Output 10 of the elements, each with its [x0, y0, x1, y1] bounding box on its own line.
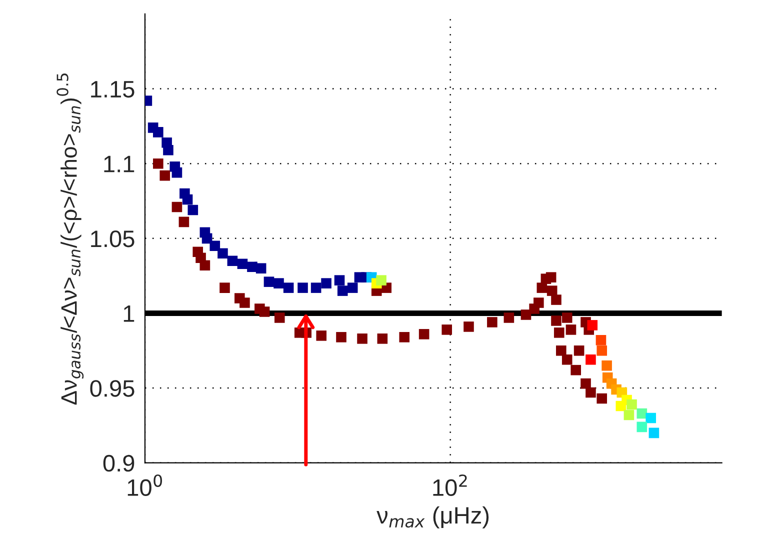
x-tick-label: 10$^{2}$	[433, 474, 467, 496]
y-tick-label: 0.95	[90, 380, 134, 397]
x-tick-label: 10$^{0}$	[128, 474, 162, 496]
y-tick-label: 1.15	[91, 81, 134, 98]
y-tick-label: 1.05	[91, 230, 134, 248]
y-axis-title: Δν$_{gauss}$/<Δν>$_{sun}$/(<ρ>/<rho>$_{sun}$)$^{0.5}$	[56, 74, 84, 405]
x-axis-title: ν$_{max}$ (μHz)	[376, 506, 489, 528]
y-tick-label: 0.9	[103, 454, 134, 472]
y-tick-label: 1	[124, 306, 134, 322]
y-tick-label: 1.1	[104, 156, 134, 172]
